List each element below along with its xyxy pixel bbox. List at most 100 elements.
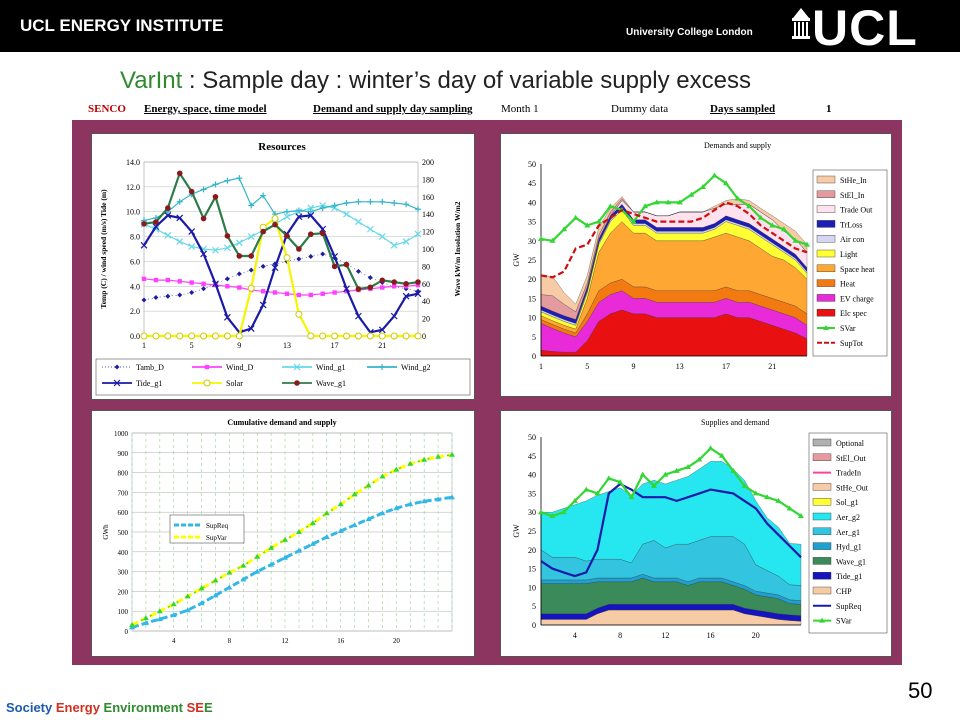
footer-e1: E [195,700,204,715]
series-wave-g1-point-16 [319,230,326,237]
line-svar-point-8 [617,479,624,485]
line-svar-point-2 [549,512,556,518]
slide-title: VarInt : Sample day : winter’s day of va… [120,67,751,95]
chart-panel-demands: Demands and supply 0 5 10 15 20 25 30 35 40 45 50 1 5… [500,133,892,397]
series-supreq-point-10 [254,568,261,574]
legend-heat-swatch [816,279,836,287]
line-svar-point-1 [538,509,544,515]
series-supreq-point-18 [365,516,372,522]
line-svar-point-10 [639,471,646,477]
x-tick-label: 17 [722,362,730,371]
y-tick-label: 15 [528,294,536,303]
series-supvar-point-5 [184,593,191,599]
y-tick-label: 600 [118,509,129,517]
chart-panel-supplies: Supplies and demand 0 5 10 15 20 25 30 35 40 45 50 4… [500,410,892,657]
series-tide-g1-point-10 [247,325,255,332]
series-wind-g1-point-10 [247,233,255,240]
series-solar-point-5 [188,332,196,340]
line-svar-point-12 [665,199,672,205]
series-wave-g1-point-12 [272,221,278,228]
legend-wave-g1-point-1 [294,380,300,386]
series-solar-point-23 [402,332,410,340]
line-svar-point-23 [792,237,799,243]
cumulative-chart: Cumulative demand and supply 0 100 200 300 40… [102,418,455,645]
legend-elc-spec-label: Elc spec [840,309,867,318]
x-tick-label: 8 [618,631,622,640]
y-tick-label: 1000 [114,430,129,438]
resources-chart: Resources 0.0 2.0 4.0 6.0 8.0 10.0 12.0 14.0 0 20 4… [95,141,471,396]
legend-svar-label: SVar [836,617,852,626]
legend-svar-point-1 [819,617,825,623]
line-svar-point-19 [741,482,748,488]
series-tamb-d-line [143,253,419,301]
series-wind-g1-point-9 [235,239,243,247]
chart-title: Demands and supply [704,141,771,150]
series-supreq-point-23 [435,496,442,502]
series-wind-g1-point-8 [223,244,231,252]
series-tamb-d-point-10 [248,267,254,273]
y-tick-label: 900 [118,450,129,458]
series-supreq-point-3 [156,616,163,622]
y-tick-label: 45 [528,179,536,188]
series-wave-g1-point-14 [296,246,302,252]
x-tick-label: 4 [172,637,176,645]
y-tick-label: 30 [528,237,536,246]
y-tick-label: 5 [532,333,536,342]
series-tamb-d-point-20 [367,275,373,281]
series-wave-g1-point-13 [284,233,290,239]
series-wind-g2-line [143,177,419,221]
legend-aer-g2-swatch [812,512,832,521]
legend-svar-label: SVar [840,324,856,333]
chart-panel-resources: Resources 0.0 2.0 4.0 6.0 8.0 10.0 12.0 14.0 0 20 4… [91,133,475,400]
y-tick-label: 400 [118,549,129,557]
ucl-logo: UCL [812,0,918,56]
series-tide-g1-point-15 [307,212,315,219]
y-tick-label: 6.0 [130,257,140,266]
series-supvar-point-12 [282,536,289,542]
series-wind-g1-point-4 [176,238,184,245]
y-axis-label: GW [512,253,521,267]
series-tide-g1-point-7 [212,280,219,288]
y-axis-label: GW [512,524,521,538]
series-supvar-point-22 [421,456,428,462]
model-header-strip: SENCO Energy, space, time model Demand a… [88,103,838,120]
series-wave-g1-point-11 [260,228,266,235]
series-supreq-point-21 [407,501,414,507]
x-tick-label: 5 [585,362,589,371]
series-solar-point-3 [164,332,172,340]
legend-aer-g1-swatch [812,527,832,536]
x-tick-label: 1 [539,362,543,371]
series-wave-g1-point-5 [188,188,195,195]
y2-tick-label: 0 [422,332,426,341]
series-wind-g2-point-18 [343,200,350,207]
series-wave-g1-point-18 [343,261,350,268]
series-supreq-point-11 [268,561,275,567]
x-tick-label: 9 [237,341,241,350]
series-supvar-point-20 [393,466,400,472]
line-svar-point-4 [572,214,579,220]
legend-air-con-label: Air con [840,235,864,244]
x-tick-label: 9 [632,362,636,371]
y-tick-label: 30 [528,508,536,517]
title-rest: : Sample day : winter’s day of variable … [182,67,751,94]
series-supreq-point-16 [337,528,344,534]
y-tick-label: 800 [118,470,129,478]
footer-environment: Environment [103,700,187,715]
legend-wind-g2-point-1 [379,364,385,370]
x-tick-label: 13 [676,362,684,371]
series-wave-g1-point-15 [307,231,314,238]
y2-tick-label: 180 [422,175,434,184]
series-solar-point-2 [152,332,160,340]
series-supvar-point-17 [351,491,358,497]
series-tamb-d-point-3 [165,293,171,299]
line-svar-point-10 [642,203,649,209]
series-wind-g1-point-22 [390,241,398,249]
line-svar-point-9 [628,494,635,500]
line-suptot [540,201,808,279]
series-supreq-point-22 [421,498,428,504]
line-svar-point-18 [730,467,737,473]
line-svar-point-20 [757,214,764,220]
y-tick-label: 4.0 [130,282,140,291]
series-tide-g1-point-24 [414,290,422,298]
